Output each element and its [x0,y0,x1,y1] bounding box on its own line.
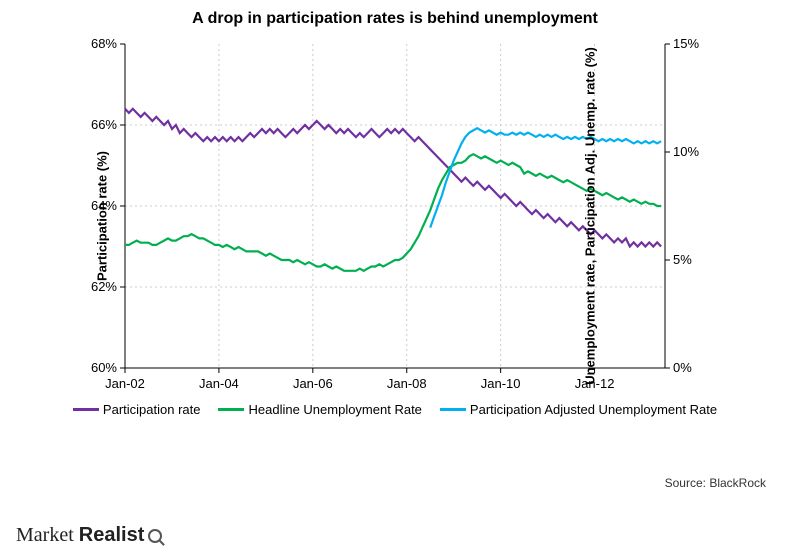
brand-logo: Market Realist [16,524,162,547]
chart-title: A drop in participation rates is behind … [20,10,770,28]
y-axis-right-label: Unemployment rate, Participation Adj. Un… [583,47,598,385]
chart-container: A drop in participation rates is behind … [20,10,770,470]
svg-text:60%: 60% [91,360,117,375]
legend-swatch [440,408,466,411]
svg-text:66%: 66% [91,117,117,132]
svg-text:Jan-06: Jan-06 [293,376,333,391]
svg-text:Jan-10: Jan-10 [481,376,521,391]
svg-text:Jan-08: Jan-08 [387,376,427,391]
legend-swatch [218,408,244,411]
series-participation-rate [125,109,661,247]
chart-svg: 60%62%64%66%68%0%5%10%15%Jan-02Jan-04Jan… [75,36,715,396]
series-headline-unemployment-rate [125,154,661,271]
legend-label: Headline Unemployment Rate [248,402,421,417]
magnifier-icon [148,529,162,543]
svg-text:62%: 62% [91,279,117,294]
svg-text:5%: 5% [673,252,692,267]
svg-text:Jan-02: Jan-02 [105,376,145,391]
legend-label: Participation rate [103,402,201,417]
chart-legend: Participation rate Headline Unemployment … [20,402,770,417]
legend-item: Participation rate [73,402,201,417]
svg-text:15%: 15% [673,36,699,51]
y-axis-left-label: Participation rate (%) [95,151,110,281]
brand-logo-text: Market Realist [16,524,144,547]
legend-item: Headline Unemployment Rate [218,402,421,417]
svg-text:Jan-04: Jan-04 [199,376,239,391]
source-attribution: Source: BlackRock [665,476,766,490]
svg-text:0%: 0% [673,360,692,375]
legend-label: Participation Adjusted Unemployment Rate [470,402,717,417]
svg-text:68%: 68% [91,36,117,51]
svg-text:10%: 10% [673,144,699,159]
legend-item: Participation Adjusted Unemployment Rate [440,402,717,417]
legend-swatch [73,408,99,411]
plot-area: Participation rate (%) Unemployment rate… [75,36,715,396]
